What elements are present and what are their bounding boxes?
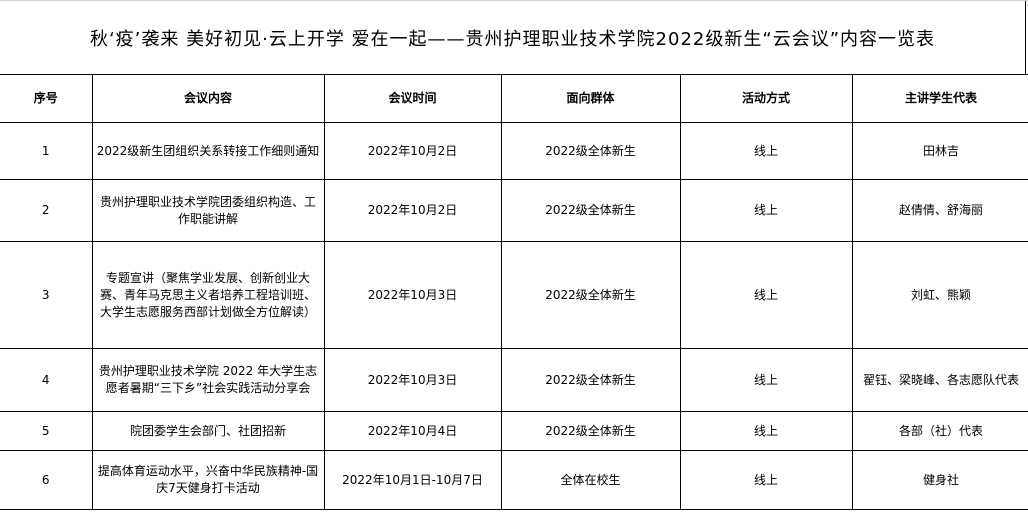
cell-audience[interactable]: 2022级全体新生	[500, 348, 681, 412]
cell-content[interactable]: 院团委学生会部门、社团招新	[91, 411, 325, 451]
table-row: 3 专题宣讲（聚焦学业发展、创新创业大赛、青年马克思主义者培养工程培训班、大学生志…	[0, 241, 1028, 349]
header-index[interactable]: 序号	[0, 74, 93, 123]
cell-time[interactable]: 2022年10月4日	[323, 411, 502, 451]
header-row: 序号 会议内容 会议时间 面向群体 活动方式 主讲学生代表	[0, 74, 1028, 123]
meeting-table: 序号 会议内容 会议时间 面向群体 活动方式 主讲学生代表 1 2022级新生团组…	[0, 74, 1028, 510]
cell-index[interactable]: 2	[0, 179, 93, 242]
cell-index[interactable]: 4	[0, 348, 93, 412]
header-content[interactable]: 会议内容	[91, 74, 325, 123]
header-mode[interactable]: 活动方式	[679, 74, 853, 123]
cell-content[interactable]: 专题宣讲（聚焦学业发展、创新创业大赛、青年马克思主义者培养工程培训班、大学生志愿…	[91, 241, 325, 349]
cell-speaker[interactable]: 健身社	[851, 450, 1028, 510]
sheet-gridline	[0, 0, 1028, 1]
cell-time[interactable]: 2022年10月2日	[323, 122, 502, 180]
table-row: 6 提高体育运动水平，兴奋中华民族精神-国庆7天健身打卡活动 2022年10月1日-…	[0, 450, 1028, 510]
cell-content[interactable]: 贵州护理职业技术学院团委组织构造、工作职能讲解	[91, 179, 325, 242]
cell-index[interactable]: 5	[0, 411, 93, 451]
header-time[interactable]: 会议时间	[323, 74, 502, 123]
header-audience[interactable]: 面向群体	[500, 74, 681, 123]
table-row: 4 贵州护理职业技术学院 2022 年大学生志愿者暑期“三下乡”社会实践活动分享会…	[0, 348, 1028, 412]
cell-mode[interactable]: 线上	[679, 348, 853, 412]
cell-speaker[interactable]: 赵倩倩、舒海丽	[851, 179, 1028, 242]
cell-content[interactable]: 提高体育运动水平，兴奋中华民族精神-国庆7天健身打卡活动	[91, 450, 325, 510]
sheet-title: 秋‘疫’袭来 美好初见·云上开学 爱在一起——贵州护理职业技术学院2022级新生…	[0, 1, 1026, 74]
header-speaker[interactable]: 主讲学生代表	[851, 74, 1028, 123]
cell-mode[interactable]: 线上	[679, 241, 853, 349]
cell-speaker[interactable]: 各部（社）代表	[851, 411, 1028, 451]
cell-content[interactable]: 贵州护理职业技术学院 2022 年大学生志愿者暑期“三下乡”社会实践活动分享会	[91, 348, 325, 412]
cell-speaker[interactable]: 刘虹、熊颖	[851, 241, 1028, 349]
cell-time[interactable]: 2022年10月3日	[323, 348, 502, 412]
table-row: 5 院团委学生会部门、社团招新 2022年10月4日 2022级全体新生 线上 各部（社）…	[0, 411, 1028, 451]
cell-mode[interactable]: 线上	[679, 122, 853, 180]
cell-audience[interactable]: 全体在校生	[500, 450, 681, 510]
cell-content[interactable]: 2022级新生团组织关系转接工作细则通知	[91, 122, 325, 180]
table-row: 1 2022级新生团组织关系转接工作细则通知 2022年10月2日 2022级全体新生…	[0, 122, 1028, 180]
cell-index[interactable]: 3	[0, 241, 93, 349]
cell-mode[interactable]: 线上	[679, 179, 853, 242]
cell-speaker[interactable]: 翟钰、梁晓峰、各志愿队代表	[851, 348, 1028, 412]
cell-mode[interactable]: 线上	[679, 450, 853, 510]
cell-audience[interactable]: 2022级全体新生	[500, 179, 681, 242]
cell-speaker[interactable]: 田林吉	[851, 122, 1028, 180]
table-row: 2 贵州护理职业技术学院团委组织构造、工作职能讲解 2022年10月2日 2022级全…	[0, 179, 1028, 242]
cell-audience[interactable]: 2022级全体新生	[500, 241, 681, 349]
cell-audience[interactable]: 2022级全体新生	[500, 411, 681, 451]
cell-mode[interactable]: 线上	[679, 411, 853, 451]
cell-index[interactable]: 6	[0, 450, 93, 510]
cell-audience[interactable]: 2022级全体新生	[500, 122, 681, 180]
cell-index[interactable]: 1	[0, 122, 93, 180]
cell-time[interactable]: 2022年10月3日	[323, 241, 502, 349]
cell-time[interactable]: 2022年10月1日-10月7日	[323, 450, 502, 510]
cell-time[interactable]: 2022年10月2日	[323, 179, 502, 242]
